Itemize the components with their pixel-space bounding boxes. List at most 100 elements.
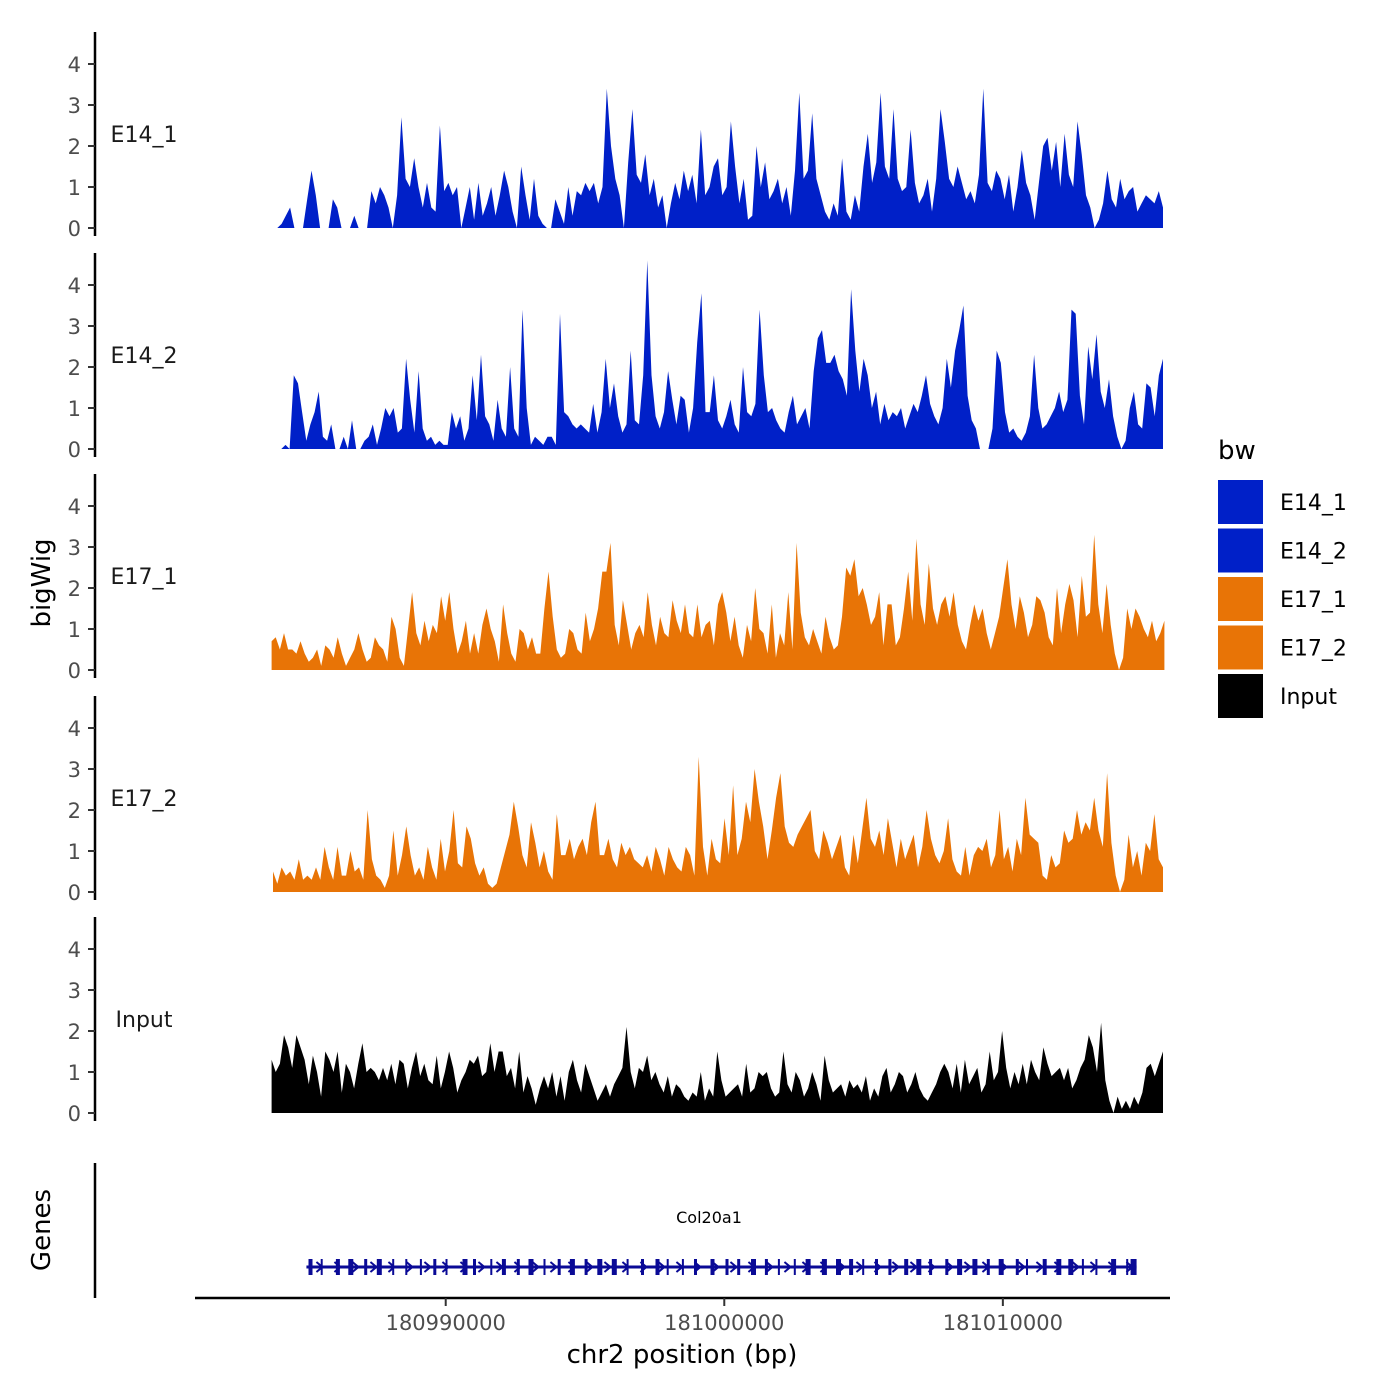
gene-exon <box>793 1259 796 1275</box>
strand-arrow <box>387 1261 396 1273</box>
y-tick-label: 0 <box>68 881 81 905</box>
legend-swatch <box>1218 528 1263 573</box>
gene-exon <box>557 1259 561 1275</box>
y-tick-label: 4 <box>68 938 81 962</box>
gene-exon <box>419 1259 422 1275</box>
gene-exon <box>405 1259 408 1275</box>
y-tick-label: 4 <box>68 274 81 298</box>
y-tick-label: 3 <box>68 315 81 339</box>
x-tick-label: 181000000 <box>664 1311 784 1335</box>
gene-exon <box>805 1259 811 1275</box>
strand-arrow <box>369 1261 378 1273</box>
legend-swatch <box>1218 625 1263 670</box>
legend-swatch <box>1218 577 1263 621</box>
strand-arrow <box>423 1261 432 1273</box>
gene-exon <box>972 1259 978 1275</box>
legend-label: E17_1 <box>1280 588 1347 613</box>
y-tick-label: 1 <box>68 397 81 421</box>
track-panel-E14_2: 0 1 2 3 4 E14_2 <box>68 253 1163 462</box>
gene-exon <box>821 1259 827 1275</box>
legend-item-E14_2: E14_2 <box>1218 528 1347 573</box>
y-tick-label: 1 <box>68 618 81 642</box>
gene-exon <box>462 1259 468 1275</box>
x-axis: 180990000 181000000 181010000 chr2 positio… <box>195 1296 1170 1370</box>
y-tick-label: 0 <box>68 659 81 683</box>
gene-exon <box>737 1259 741 1275</box>
gene-exon <box>584 1259 588 1275</box>
legend-title: bw <box>1218 436 1256 466</box>
track-panel-E17_1: 0 1 2 3 4 E17_1 <box>68 474 1165 683</box>
gene-exon <box>1042 1259 1047 1275</box>
strand-arrow <box>603 1261 612 1273</box>
y-tick-label: 0 <box>68 217 81 241</box>
genes-track-label: Genes <box>27 1189 57 1271</box>
gene-exon <box>473 1259 476 1275</box>
gene-exon <box>836 1259 841 1275</box>
gene-exon <box>445 1259 448 1275</box>
strand-arrow <box>351 1261 360 1273</box>
track-label: E17_1 <box>111 565 178 590</box>
gene-exon <box>998 1259 1004 1275</box>
y-tick-label: 3 <box>68 94 81 118</box>
legend-label: E14_1 <box>1280 491 1347 516</box>
legend-swatch <box>1218 480 1263 524</box>
gene-name-label: Col20a1 <box>676 1208 742 1227</box>
gene-exon <box>986 1259 990 1275</box>
genes-track: Genes Col20a1 <box>27 1163 1137 1298</box>
signal-area-E17_2 <box>273 756 1163 892</box>
strand-arrow <box>891 1261 900 1273</box>
strand-arrow <box>657 1261 666 1273</box>
strand-arrow <box>783 1261 792 1273</box>
y-tick-label: 3 <box>68 536 81 560</box>
y-tick-label: 2 <box>68 577 81 601</box>
strand-arrow <box>963 1261 972 1273</box>
gene-exon <box>1015 1259 1019 1275</box>
legend-label: Input <box>1280 685 1337 710</box>
y-axis-title: bigWig <box>27 538 57 627</box>
gene-exon <box>1126 1259 1129 1275</box>
strand-arrow <box>477 1261 486 1273</box>
gene-exon <box>1068 1259 1074 1275</box>
gene-exon <box>433 1259 437 1275</box>
gene-exon <box>376 1259 382 1275</box>
strand-arrow <box>531 1261 540 1273</box>
y-tick-label: 1 <box>68 840 81 864</box>
gene-exon <box>875 1259 878 1275</box>
gene-exon <box>597 1259 603 1275</box>
gene-exon <box>611 1259 617 1275</box>
gene-exon <box>710 1259 715 1275</box>
strand-arrow <box>405 1261 414 1273</box>
gene-exon <box>1026 1259 1028 1275</box>
gene-exon <box>681 1259 684 1275</box>
track-panel-Input: 0 1 2 3 4 Input <box>68 917 1164 1126</box>
strand-arrow <box>513 1261 522 1273</box>
signal-area-E14_1 <box>273 88 1163 228</box>
signal-tracks: 0 1 2 3 4 E14_1 0 1 2 3 4 E14_2 0 1 2 3 4 E17_1 0 1 2 3 4 E17_2… <box>68 32 1165 1126</box>
gene-model <box>306 1259 1137 1275</box>
gene-exon <box>777 1259 780 1275</box>
track-label: E14_2 <box>111 344 178 369</box>
y-tick-label: 2 <box>68 799 81 823</box>
gene-exon <box>1130 1259 1137 1275</box>
gene-exon <box>888 1259 892 1275</box>
y-tick-label: 4 <box>68 53 81 77</box>
y-tick-label: 0 <box>68 438 81 462</box>
x-tick-label: 180990000 <box>386 1311 506 1335</box>
signal-area-E14_2 <box>273 260 1163 449</box>
strand-arrow <box>585 1261 594 1273</box>
legend-item-E17_1: E17_1 <box>1218 577 1347 621</box>
y-tick-label: 3 <box>68 979 81 1003</box>
gene-exon <box>694 1259 697 1275</box>
gene-exon <box>569 1259 575 1275</box>
gene-exon <box>320 1259 323 1275</box>
track-label: E17_2 <box>111 787 178 812</box>
gene-exon <box>945 1259 949 1275</box>
y-tick-label: 2 <box>68 135 81 159</box>
y-tick-label: 0 <box>68 1102 81 1126</box>
gene-exon <box>916 1259 922 1275</box>
gene-exon <box>335 1259 340 1275</box>
track-label: E14_1 <box>111 123 178 148</box>
strand-arrow <box>549 1261 558 1273</box>
x-axis-title: chr2 position (bp) <box>567 1340 798 1370</box>
